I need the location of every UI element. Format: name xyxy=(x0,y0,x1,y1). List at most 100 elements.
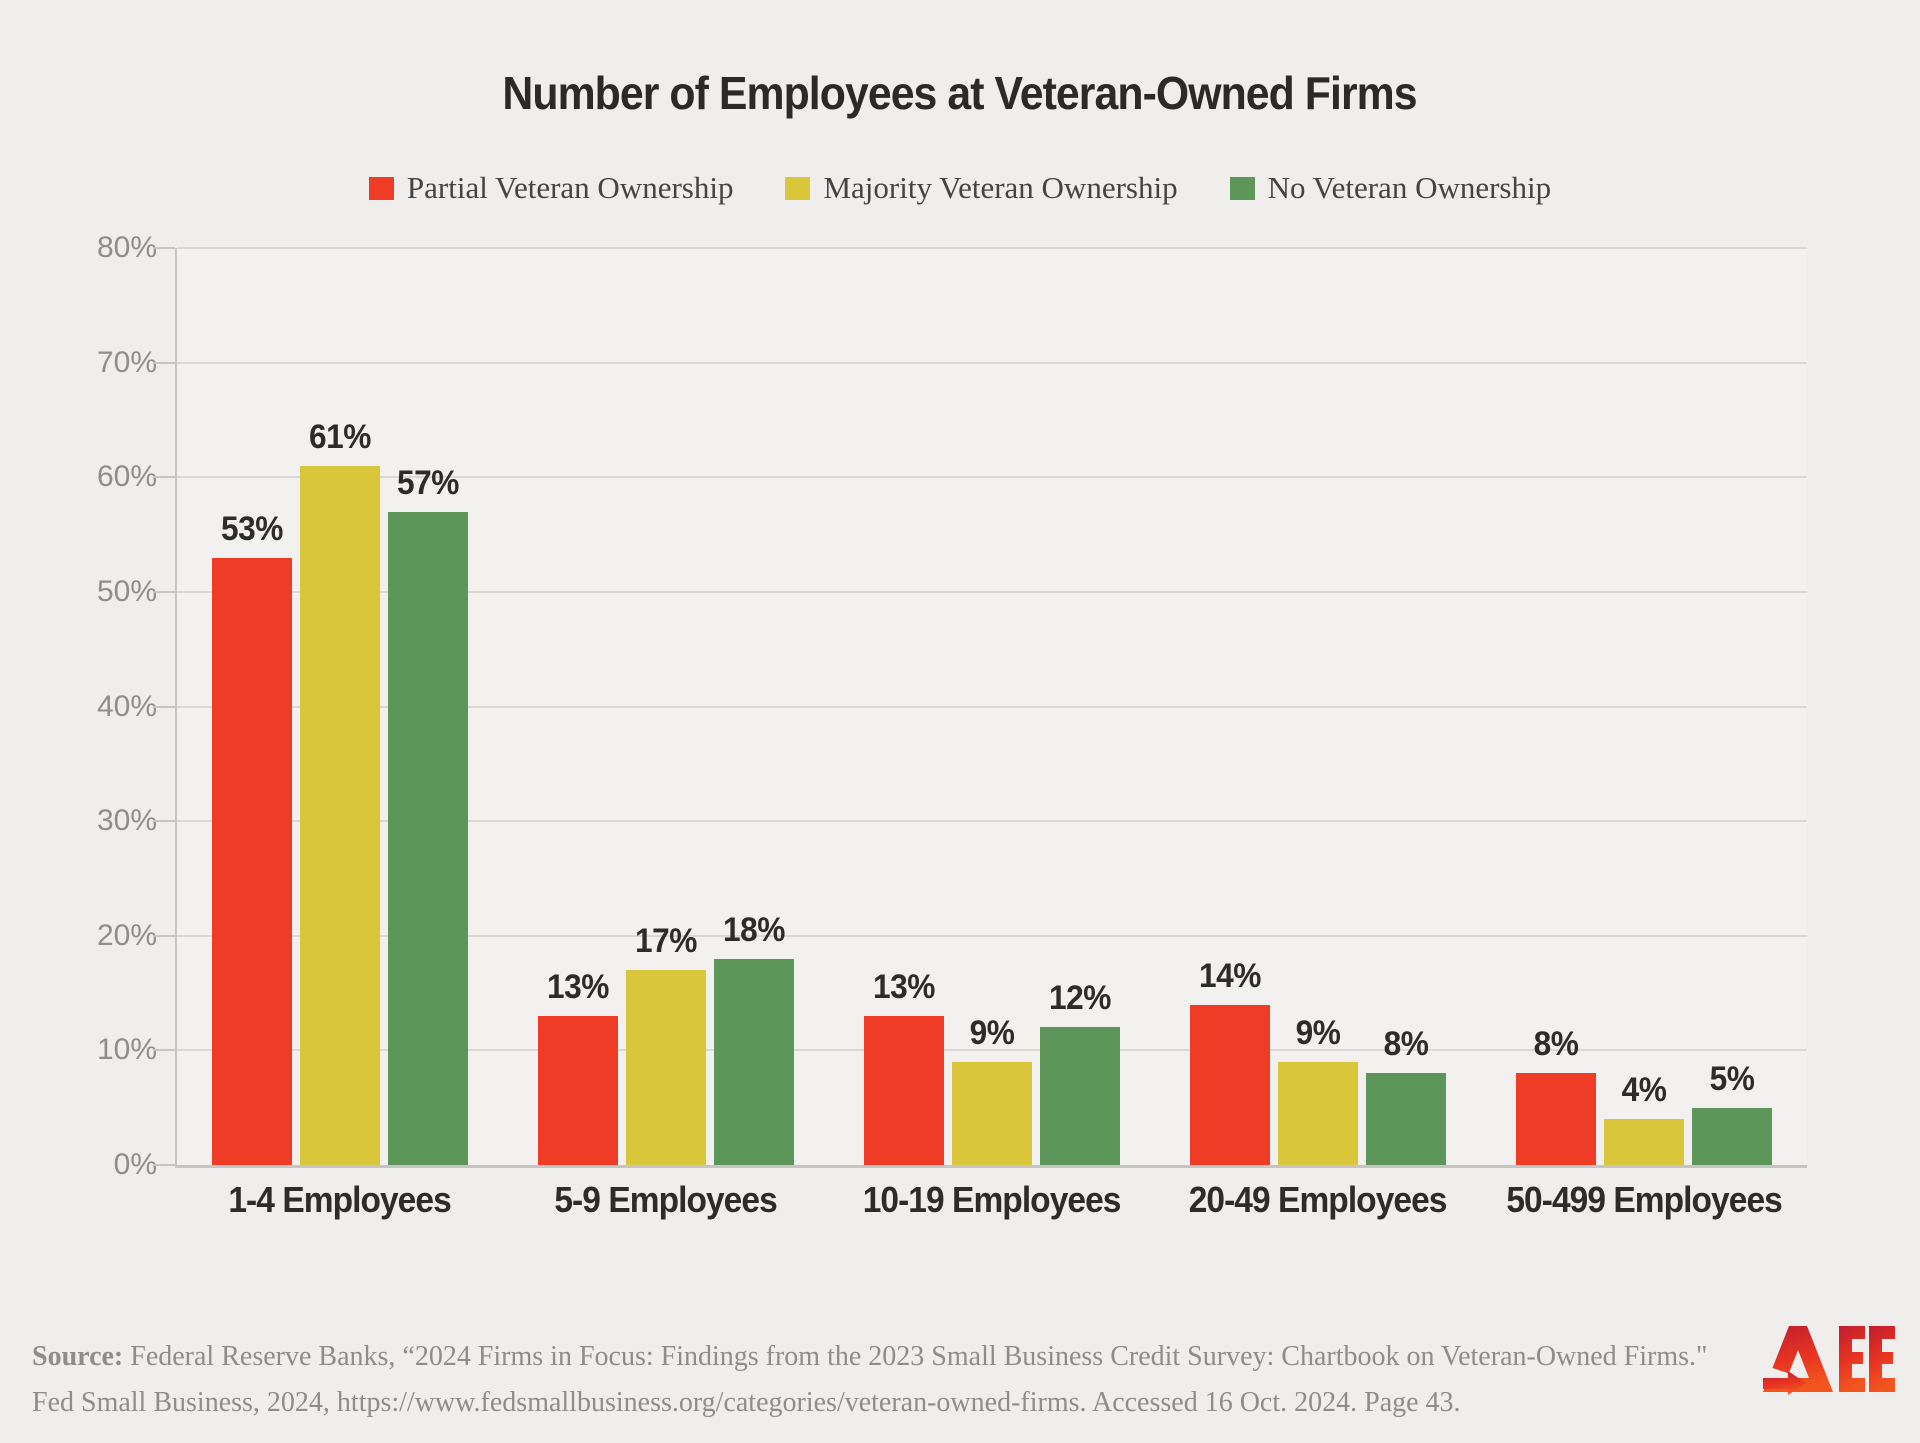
gridline xyxy=(177,705,1807,708)
aee-logo-graphic xyxy=(1756,1326,1895,1395)
category-label-text: 10-19 Employees xyxy=(863,1179,1122,1220)
bar-value-label: 12% xyxy=(1047,979,1114,1018)
bar-partial-veteran-ownership: 8% xyxy=(1516,1025,1596,1165)
legend-swatch-majority-icon xyxy=(785,176,811,200)
axis-tick xyxy=(153,820,175,823)
y-axis-tick-label: 50% xyxy=(96,574,157,608)
axis-tick xyxy=(153,590,175,593)
bar-value-text: 9% xyxy=(1295,1013,1341,1052)
gridline xyxy=(177,361,1807,364)
y-axis-tick-label: 20% xyxy=(96,918,157,952)
y-axis-tick-label: 0% xyxy=(113,1148,157,1181)
bar-value-text: 14% xyxy=(1199,956,1261,995)
legend-label-majority: Majority Veteran Ownership xyxy=(823,170,1178,205)
y-axis-tick-label: 60% xyxy=(96,460,157,494)
bar-value-text: 8% xyxy=(1533,1025,1579,1064)
category-label: 5-9 Employees xyxy=(473,1179,859,1221)
bar-value-text: 9% xyxy=(969,1013,1015,1052)
bar-value-label: 53% xyxy=(219,510,286,549)
bar-value-text: 61% xyxy=(309,417,371,456)
page-title: Number of Employees at Veteran-Owned Fir… xyxy=(0,66,1920,120)
bar-majority-veteran-ownership: 9% xyxy=(952,1014,1032,1165)
y-axis-tick-label: 80% xyxy=(96,231,157,264)
page-title-text: Number of Employees at Veteran-Owned Fir… xyxy=(502,67,1418,119)
axis-tick xyxy=(153,705,175,708)
legend-item-partial: Partial Veteran Ownership xyxy=(368,170,733,206)
bar-value-label: 61% xyxy=(307,418,374,457)
bar-value-text: 13% xyxy=(547,968,609,1006)
axis-tick xyxy=(153,934,175,937)
y-axis-labels: 80% 70% 60% 50% 40% 30% 20% 10% 0% xyxy=(28,231,157,1181)
bar-value-text: 17% xyxy=(635,922,697,961)
legend-item-majority: Majority Veteran Ownership xyxy=(785,170,1178,206)
category-label-text: 1-4 Employees xyxy=(228,1179,452,1220)
axis-tick xyxy=(153,247,175,249)
bar-value-label: 57% xyxy=(395,464,462,503)
category-label: 1-4 Employees xyxy=(147,1179,533,1221)
bar-value-label: 13% xyxy=(871,968,938,1007)
bar-value-label: 17% xyxy=(633,922,700,961)
legend-swatch-partial-icon xyxy=(368,176,394,200)
bar-no-veteran-ownership: 18% xyxy=(714,911,794,1165)
bar-value-label: 8% xyxy=(1382,1025,1430,1064)
aee-logo xyxy=(1756,1322,1895,1396)
gridline xyxy=(177,1049,1807,1052)
bar-group: 14% 9% 8% 20-49 Employees xyxy=(1155,248,1481,1220)
category-label: 20-49 Employees xyxy=(1125,1179,1511,1221)
bar-partial-veteran-ownership: 13% xyxy=(538,968,618,1165)
bar-majority-veteran-ownership: 9% xyxy=(1278,1014,1358,1165)
bar-no-veteran-ownership: 57% xyxy=(388,464,468,1165)
bar-value-label: 14% xyxy=(1197,957,1264,996)
bar-value-label: 4% xyxy=(1620,1071,1668,1110)
category-label: 50-499 Employees xyxy=(1451,1179,1837,1221)
bar-value-text: 13% xyxy=(873,968,935,1006)
source-prefix: Source: xyxy=(32,1341,124,1372)
axis-tick xyxy=(153,476,175,479)
bar-partial-veteran-ownership: 13% xyxy=(864,968,944,1165)
legend: Partial Veteran Ownership Majority Veter… xyxy=(0,170,1920,206)
axis-tick xyxy=(153,1049,175,1052)
bar-majority-veteran-ownership: 61% xyxy=(300,418,380,1165)
bar-group: 13% 17% 18% 5-9 Employees xyxy=(503,248,829,1220)
gridline xyxy=(177,590,1807,593)
y-axis-tick-label: 10% xyxy=(96,1033,157,1067)
category-label-text: 5-9 Employees xyxy=(554,1179,778,1220)
plot-area: 53% 61% 57% 1-4 Employees 13% 17% 18% 5-9 Emplo… xyxy=(153,247,1807,1220)
bar-group: 13% 9% 12% 10-19 Employees xyxy=(829,248,1155,1220)
legend-swatch-none-icon xyxy=(1229,176,1255,200)
y-axis-tick-label: 70% xyxy=(96,345,157,379)
bar-value-text: 8% xyxy=(1383,1025,1429,1064)
bar-groups: 53% 61% 57% 1-4 Employees 13% 17% 18% 5-9 Emplo… xyxy=(177,248,1807,1220)
bar-value-label: 8% xyxy=(1532,1025,1580,1064)
gridline xyxy=(177,476,1807,479)
gridline xyxy=(177,247,1807,249)
bar-no-veteran-ownership: 12% xyxy=(1040,979,1120,1165)
source-line-1-text: Federal Reserve Banks, “2024 Firms in Fo… xyxy=(123,1341,1708,1372)
bar-no-veteran-ownership: 8% xyxy=(1366,1025,1446,1165)
bar-value-text: 18% xyxy=(723,910,785,949)
logo-letter-e2 xyxy=(1869,1326,1895,1392)
bar-majority-veteran-ownership: 4% xyxy=(1604,1071,1684,1165)
logo-letter-e1 xyxy=(1839,1326,1865,1392)
bar-value-label: 9% xyxy=(1294,1014,1342,1053)
axis-tick xyxy=(153,1164,175,1166)
bar-majority-veteran-ownership: 17% xyxy=(626,922,706,1165)
bar-group: 53% 61% 57% 1-4 Employees xyxy=(177,248,503,1220)
logo-arrow-icon xyxy=(1763,1371,1806,1395)
bar-value-text: 12% xyxy=(1049,979,1111,1018)
gridline xyxy=(177,820,1807,823)
axis-tick xyxy=(153,361,175,364)
source-note: Source: Federal Reserve Banks, “2024 Fir… xyxy=(32,1334,1742,1426)
y-axis-tick-label: 40% xyxy=(96,689,157,723)
bar-value-text: 57% xyxy=(397,463,459,502)
bar-value-label: 9% xyxy=(968,1014,1016,1053)
bar-value-text: 4% xyxy=(1621,1071,1667,1110)
bar-partial-veteran-ownership: 53% xyxy=(212,510,292,1165)
category-label: 10-19 Employees xyxy=(799,1179,1185,1221)
gridline xyxy=(177,934,1807,937)
bar-value-label: 18% xyxy=(721,911,788,950)
source-line-1: Source: Federal Reserve Banks, “2024 Fir… xyxy=(32,1334,1742,1380)
bar-partial-veteran-ownership: 14% xyxy=(1190,957,1270,1165)
category-label-text: 20-49 Employees xyxy=(1189,1179,1448,1220)
